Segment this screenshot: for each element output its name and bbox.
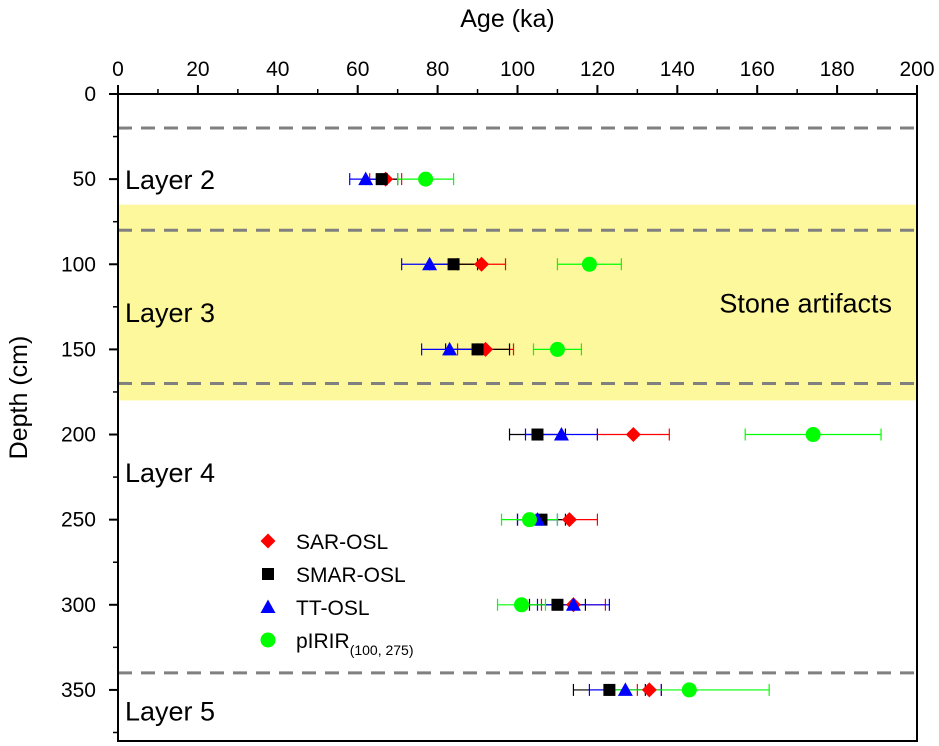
x-tick-label: 20 [186, 58, 209, 81]
data-point [681, 682, 697, 698]
data-point [805, 427, 821, 443]
stone-artifacts-band [118, 204, 917, 401]
data-point [358, 171, 374, 186]
y-tick-label: 250 [61, 509, 96, 532]
data-point [581, 256, 597, 272]
legend-marker [262, 568, 274, 580]
x-tick-label: 80 [426, 58, 449, 81]
data-point [521, 512, 537, 528]
data-point [625, 427, 641, 443]
y-tick-label: 0 [84, 83, 96, 106]
legend-marker [260, 632, 276, 648]
x-tick-label: 160 [740, 58, 775, 81]
data-point [442, 341, 458, 356]
legend-label: SMAR-OSL [296, 564, 406, 587]
layer-label: Layer 3 [125, 298, 215, 328]
boundary-lines [118, 126, 917, 675]
data-point [471, 343, 484, 356]
data-point [549, 341, 565, 357]
band-label: Stone artifacts [719, 289, 892, 319]
layer-label: Layer 5 [125, 696, 215, 726]
annotations: Stone artifacts Age (ka) Depth (cm) Laye… [5, 5, 892, 726]
y-tick-label: 200 [61, 424, 96, 447]
plot-frame [117, 93, 918, 742]
data-point [603, 683, 616, 696]
y-tick-label: 350 [61, 679, 96, 702]
data-point [617, 682, 633, 696]
legend-marker [260, 599, 276, 613]
x-tick-label: 100 [500, 58, 535, 81]
data-point [422, 256, 438, 271]
x-tick-label: 140 [660, 58, 695, 81]
data-point [561, 512, 577, 528]
layer-label: Layer 4 [125, 458, 215, 488]
legend-label: SAR-OSL [296, 531, 388, 554]
legend-marker [260, 533, 276, 549]
data-point [418, 171, 434, 187]
y-tick-label: 100 [61, 253, 96, 276]
legend: SAR-OSL SMAR-OSL TT-OSL pIRIR(100, 275) [260, 531, 414, 658]
y-axis-title: Depth (cm) [5, 336, 33, 460]
y-tick-label: 300 [61, 594, 96, 617]
highlight-band-layer [118, 204, 917, 401]
x-tick-label: 60 [346, 58, 369, 81]
legend-label: TT-OSL [296, 597, 370, 620]
x-tick-label: 200 [899, 58, 934, 81]
data-point [551, 598, 564, 611]
y-tick-label: 150 [61, 338, 96, 361]
data-point [553, 427, 569, 441]
layer-label: Layer 2 [125, 165, 215, 195]
data-point [565, 597, 581, 611]
data-point [447, 258, 460, 271]
legend-label-subscript: (100, 275) [350, 642, 414, 658]
x-tick-label: 40 [266, 58, 289, 81]
axes: 0 20 40 60 80 100 120 140 160 180 200 0 50 100 150 200 2… [61, 58, 935, 742]
data-point [641, 682, 657, 698]
x-tick-label: 180 [820, 58, 855, 81]
x-tick-label: 120 [580, 58, 615, 81]
x-tick-label: 0 [112, 58, 124, 81]
data-point [375, 173, 388, 186]
legend-label: pIRIR(100, 275) [296, 630, 414, 658]
x-axis-title: Age (ka) [460, 5, 554, 33]
data-markers [358, 171, 821, 698]
data-point [513, 597, 529, 613]
data-point [474, 256, 490, 272]
y-tick-label: 50 [73, 168, 96, 191]
data-point [531, 428, 544, 441]
